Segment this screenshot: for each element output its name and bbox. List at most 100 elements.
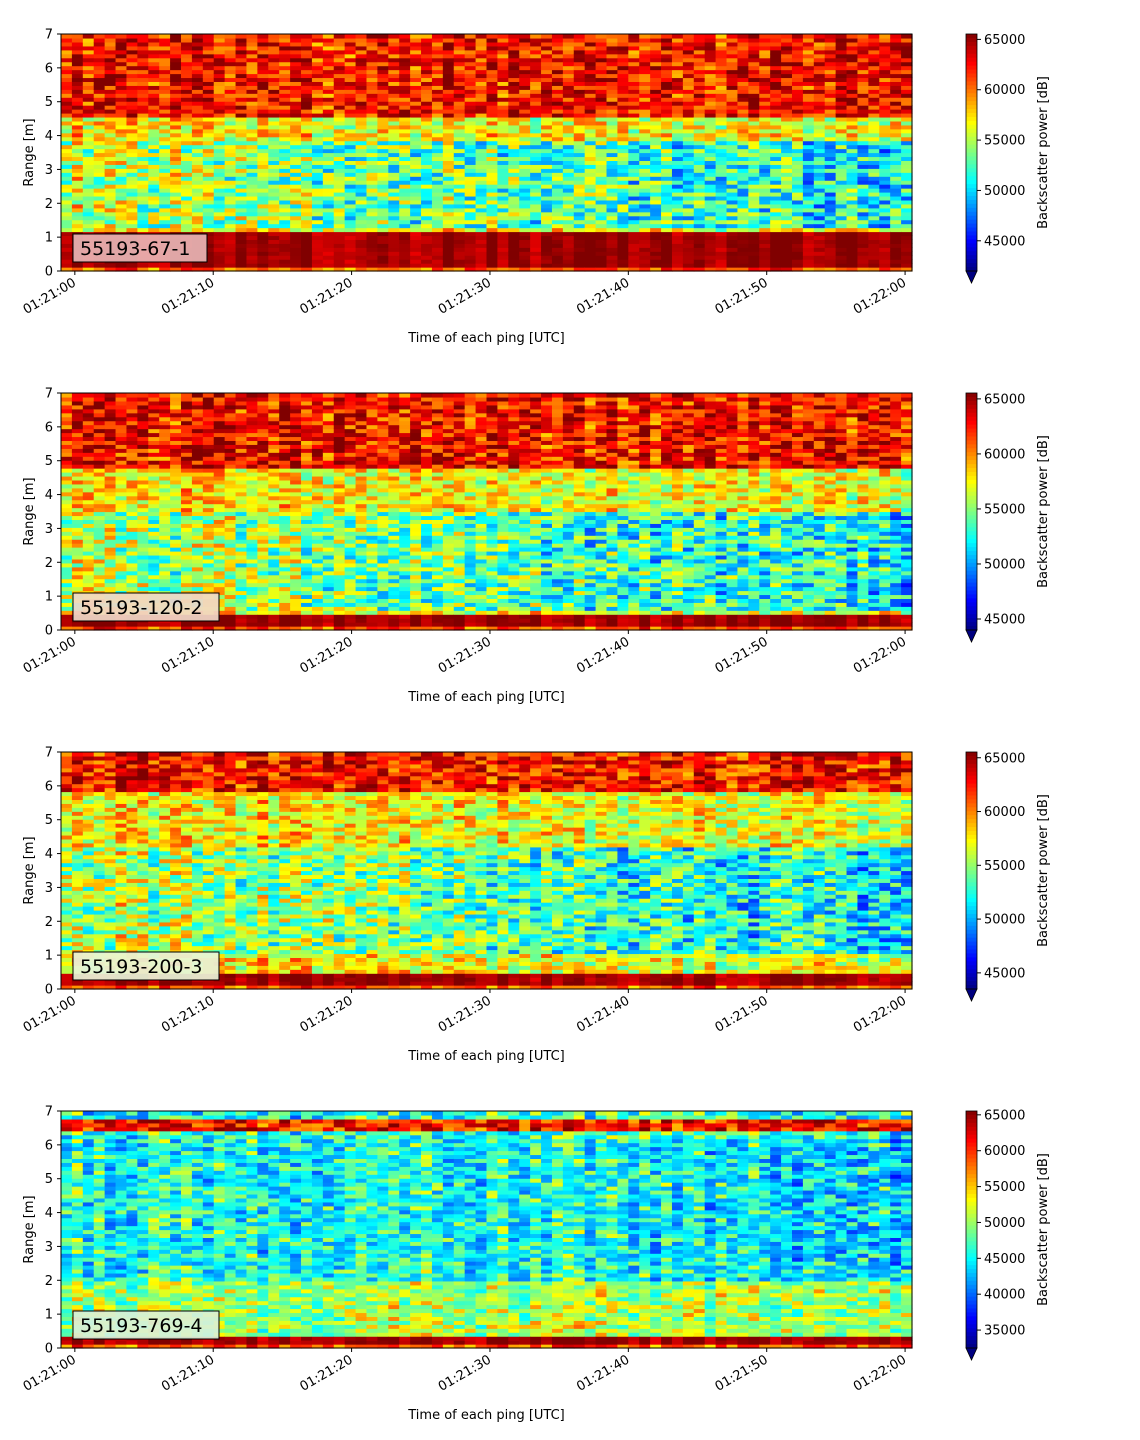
heatmap-cell bbox=[781, 180, 793, 185]
heatmap-cell bbox=[225, 101, 237, 106]
heatmap-cell bbox=[192, 180, 204, 185]
heatmap-cell bbox=[759, 176, 771, 181]
heatmap-cell bbox=[421, 97, 433, 102]
heatmap-cell bbox=[541, 137, 553, 142]
heatmap-cell bbox=[268, 93, 280, 98]
heatmap-cell bbox=[661, 176, 673, 181]
heatmap-cell bbox=[825, 38, 837, 43]
heatmap-cell bbox=[508, 46, 520, 51]
heatmap-cell bbox=[323, 176, 335, 181]
colorbar-segment bbox=[966, 180, 977, 184]
heatmap-cell bbox=[94, 141, 106, 146]
heatmap-cell bbox=[716, 145, 728, 150]
heatmap-cell bbox=[323, 133, 335, 138]
heatmap-cell bbox=[847, 212, 859, 217]
heatmap-cell bbox=[607, 70, 619, 75]
heatmap-cell bbox=[61, 413, 73, 418]
heatmap-cell bbox=[901, 97, 913, 102]
heatmap-cell bbox=[279, 117, 291, 122]
heatmap-cell bbox=[497, 133, 509, 138]
heatmap-cell bbox=[432, 156, 444, 161]
heatmap-cell bbox=[268, 81, 280, 86]
heatmap-cell bbox=[847, 247, 859, 252]
heatmap-cell bbox=[72, 141, 84, 146]
heatmap-cell bbox=[563, 220, 575, 225]
heatmap-cell bbox=[563, 54, 575, 59]
heatmap-cell bbox=[279, 113, 291, 118]
heatmap-cell bbox=[552, 180, 564, 185]
heatmap-cell bbox=[61, 539, 73, 544]
heatmap-cell bbox=[345, 156, 357, 161]
heatmap-cell bbox=[105, 85, 117, 90]
heatmap-cell bbox=[312, 137, 324, 142]
heatmap-cell bbox=[334, 156, 346, 161]
heatmap-cell bbox=[312, 156, 324, 161]
heatmap-cell bbox=[650, 216, 662, 221]
heatmap-cell bbox=[72, 105, 84, 110]
heatmap-cell bbox=[748, 239, 760, 244]
heatmap-cell bbox=[94, 97, 106, 102]
heatmap-cell bbox=[541, 176, 553, 181]
heatmap-cell bbox=[126, 77, 138, 82]
heatmap-cell bbox=[181, 81, 193, 86]
heatmap-cell bbox=[607, 192, 619, 197]
heatmap-cell bbox=[497, 97, 509, 102]
heatmap-cell bbox=[83, 192, 95, 197]
heatmap-cell bbox=[83, 97, 95, 102]
heatmap-cell bbox=[159, 81, 171, 86]
heatmap-cell bbox=[236, 125, 248, 130]
heatmap-cell bbox=[356, 74, 368, 79]
heatmap-cell bbox=[836, 172, 848, 177]
heatmap-cell bbox=[476, 42, 488, 47]
heatmap-cell bbox=[214, 259, 226, 264]
heatmap-cell bbox=[268, 66, 280, 71]
heatmap-cell bbox=[476, 133, 488, 138]
heatmap-cell bbox=[879, 168, 891, 173]
heatmap-cell bbox=[617, 46, 629, 51]
heatmap-cell bbox=[236, 129, 248, 134]
heatmap-cell bbox=[94, 42, 106, 47]
heatmap-cell bbox=[192, 113, 204, 118]
heatmap-cell bbox=[323, 58, 335, 63]
heatmap-cell bbox=[257, 235, 269, 240]
heatmap-cell bbox=[105, 156, 117, 161]
heatmap-cell bbox=[508, 204, 520, 209]
heatmap-cell bbox=[476, 164, 488, 169]
heatmap-cell bbox=[421, 259, 433, 264]
heatmap-cell bbox=[661, 263, 673, 268]
heatmap-cell bbox=[650, 145, 662, 150]
heatmap-cell bbox=[181, 97, 193, 102]
heatmap-cell bbox=[890, 81, 902, 86]
heatmap-cell bbox=[301, 255, 313, 260]
heatmap-cell bbox=[519, 156, 531, 161]
heatmap-cell bbox=[148, 89, 160, 94]
heatmap-cell bbox=[225, 153, 237, 158]
heatmap-cell bbox=[246, 156, 258, 161]
heatmap-cell bbox=[421, 212, 433, 217]
heatmap-cell bbox=[574, 168, 586, 173]
heatmap-cell bbox=[901, 62, 913, 67]
heatmap-cell bbox=[257, 168, 269, 173]
heatmap-cell bbox=[847, 70, 859, 75]
heatmap-cell bbox=[83, 208, 95, 213]
heatmap-cell bbox=[334, 85, 346, 90]
heatmap-cell bbox=[290, 180, 302, 185]
heatmap-cell bbox=[563, 101, 575, 106]
heatmap-cell bbox=[443, 204, 455, 209]
heatmap-cell bbox=[639, 85, 651, 90]
colorbar-segment bbox=[966, 145, 977, 149]
heatmap-cell bbox=[301, 125, 313, 130]
heatmap-cell bbox=[421, 85, 433, 90]
heatmap-cell bbox=[246, 54, 258, 59]
heatmap-cell bbox=[727, 180, 739, 185]
heatmap-cell bbox=[72, 543, 84, 548]
heatmap-cell bbox=[803, 58, 815, 63]
heatmap-cell bbox=[628, 149, 640, 154]
heatmap-cell bbox=[803, 129, 815, 134]
heatmap-cell bbox=[345, 243, 357, 248]
heatmap-cell bbox=[312, 149, 324, 154]
heatmap-cell bbox=[94, 149, 106, 154]
heatmap-cell bbox=[203, 160, 215, 165]
heatmap-cell bbox=[377, 121, 389, 126]
heatmap-cell bbox=[487, 184, 499, 189]
